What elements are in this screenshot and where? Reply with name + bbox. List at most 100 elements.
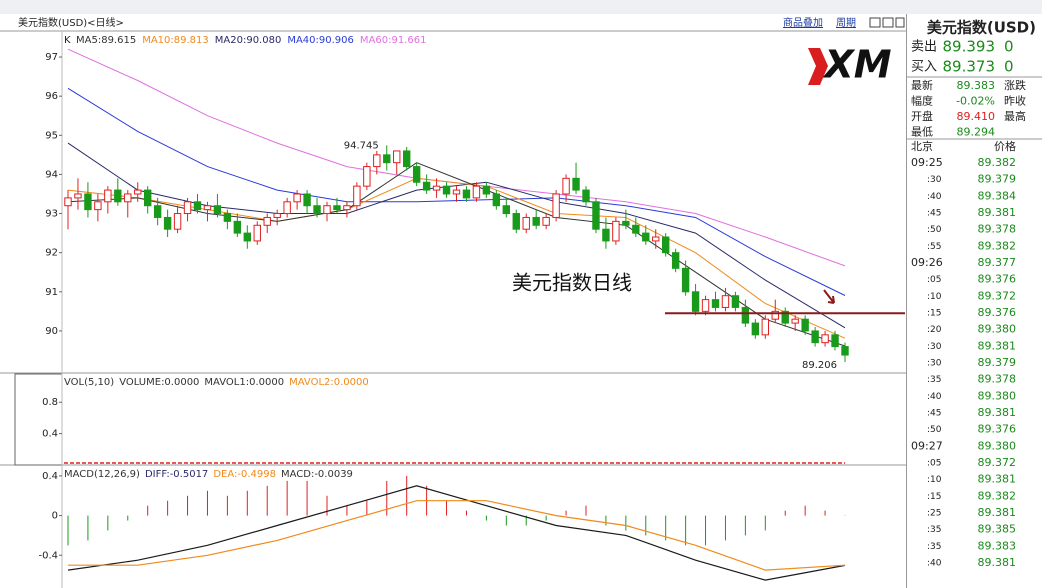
candle-body bbox=[233, 220, 242, 234]
macd-line bbox=[67, 485, 846, 581]
tick-price: 89.372 bbox=[978, 289, 1017, 302]
tick-price: 89.383 bbox=[978, 539, 1017, 552]
candle-body bbox=[253, 224, 261, 242]
candle-body bbox=[701, 299, 710, 312]
candle-body bbox=[193, 201, 202, 211]
tick-time: :10 bbox=[927, 292, 942, 302]
candle-body bbox=[393, 150, 401, 164]
candle-body bbox=[412, 166, 421, 183]
candle-body bbox=[422, 181, 431, 191]
tick-price: 89.376 bbox=[978, 306, 1017, 319]
tick-price: 89.379 bbox=[978, 356, 1017, 369]
y-tick-label: 90 bbox=[45, 326, 58, 337]
indicator-label: VOL(5,10) bbox=[64, 377, 114, 388]
tick-time: :40 bbox=[927, 559, 942, 569]
tick-price: 89.377 bbox=[978, 256, 1017, 269]
candle-body bbox=[462, 189, 471, 199]
candle-body bbox=[562, 177, 570, 195]
candle-body bbox=[791, 318, 799, 324]
ma-line bbox=[67, 162, 846, 347]
indicator-label: K bbox=[64, 35, 71, 46]
y-tick-label: 94 bbox=[45, 169, 58, 180]
logo: XM bbox=[822, 43, 891, 87]
candle-body bbox=[612, 220, 620, 242]
candle-body bbox=[353, 185, 361, 207]
candle-body bbox=[84, 193, 92, 211]
candle-body bbox=[582, 189, 590, 203]
tick-price: 89.381 bbox=[978, 206, 1017, 219]
tick-time: 09:26 bbox=[911, 256, 943, 269]
legend-entry: MA40:90.906 bbox=[287, 35, 354, 46]
tick-price: 89.376 bbox=[978, 423, 1017, 436]
candle-body bbox=[183, 201, 192, 215]
indicator-label: MAVOL1:0.0000 bbox=[204, 377, 284, 388]
link[interactable]: 商品叠加 bbox=[783, 16, 823, 29]
tick-time: :30 bbox=[927, 342, 942, 352]
y-tick-label: 0.4 bbox=[42, 471, 58, 482]
candle-body bbox=[811, 330, 819, 344]
candle-body bbox=[781, 310, 789, 324]
tick-price: 89.382 bbox=[978, 156, 1017, 169]
tick-time: :20 bbox=[927, 325, 942, 335]
candle-body bbox=[143, 189, 152, 207]
tick-time: :40 bbox=[927, 392, 942, 402]
tick-price: 89.380 bbox=[978, 439, 1017, 452]
candle-body bbox=[333, 205, 341, 211]
legend-entry: MA5:89.615 bbox=[76, 35, 136, 46]
candle-body bbox=[671, 252, 680, 269]
candle-body bbox=[661, 236, 670, 254]
candle-body bbox=[602, 228, 610, 242]
candle-body bbox=[691, 291, 700, 312]
y-tick-label: 95 bbox=[45, 130, 58, 141]
y-tick-label: 93 bbox=[45, 209, 58, 220]
tick-time: :45 bbox=[927, 409, 941, 419]
tick-time: :40 bbox=[927, 192, 942, 202]
link[interactable]: 周期 bbox=[836, 17, 856, 29]
y-tick-label: 0.4 bbox=[42, 429, 58, 440]
detail-label: 最低 bbox=[911, 126, 933, 139]
candle-body bbox=[363, 166, 371, 187]
tick-price: 89.382 bbox=[978, 489, 1017, 502]
tick-time: :55 bbox=[927, 242, 941, 252]
candle-body bbox=[841, 346, 849, 356]
logo-mark bbox=[808, 48, 828, 85]
candle-body bbox=[482, 185, 491, 195]
tick-price: 89.379 bbox=[978, 173, 1017, 186]
macd-line bbox=[68, 500, 846, 571]
tick-price: 89.381 bbox=[978, 506, 1017, 519]
candle-body bbox=[243, 232, 252, 242]
arrow bbox=[823, 289, 835, 304]
legend-entry: MA20:90.080 bbox=[215, 35, 282, 46]
candle-body bbox=[153, 205, 162, 218]
candle-body bbox=[552, 193, 560, 218]
table-header: 北京 bbox=[911, 139, 933, 153]
indicator-label: VOLUME:0.0000 bbox=[119, 377, 199, 388]
candle-body bbox=[502, 205, 511, 215]
detail-value: -0.02% bbox=[956, 95, 995, 108]
detail-label: 开盘 bbox=[911, 109, 933, 123]
candle-body bbox=[731, 295, 740, 308]
candle-body bbox=[721, 295, 730, 308]
candle-body bbox=[283, 201, 291, 215]
detail-value: 89.410 bbox=[957, 110, 996, 123]
detail-label: 昨收 bbox=[1004, 94, 1026, 108]
candle-body bbox=[94, 201, 102, 211]
ma-line bbox=[67, 87, 846, 296]
tick-time: :35 bbox=[927, 375, 941, 385]
candle-body bbox=[831, 334, 839, 348]
ma-line bbox=[67, 48, 846, 267]
detail-label: 最高 bbox=[1004, 109, 1026, 123]
tick-time: :45 bbox=[927, 209, 941, 219]
tick-time: :50 bbox=[927, 225, 942, 235]
quote-label: 卖出 bbox=[911, 40, 937, 55]
indicator-label: MACD:-0.0039 bbox=[281, 469, 353, 480]
tick-price: 89.381 bbox=[978, 406, 1017, 419]
candle-body bbox=[432, 185, 441, 191]
tick-price: 89.385 bbox=[978, 523, 1017, 536]
tick-price: 89.380 bbox=[978, 389, 1017, 402]
candle-body bbox=[343, 205, 351, 211]
quote-title: 美元指数(USD) bbox=[927, 19, 1036, 37]
window-buttons[interactable] bbox=[869, 17, 905, 28]
y-tick-label: 92 bbox=[45, 248, 58, 259]
